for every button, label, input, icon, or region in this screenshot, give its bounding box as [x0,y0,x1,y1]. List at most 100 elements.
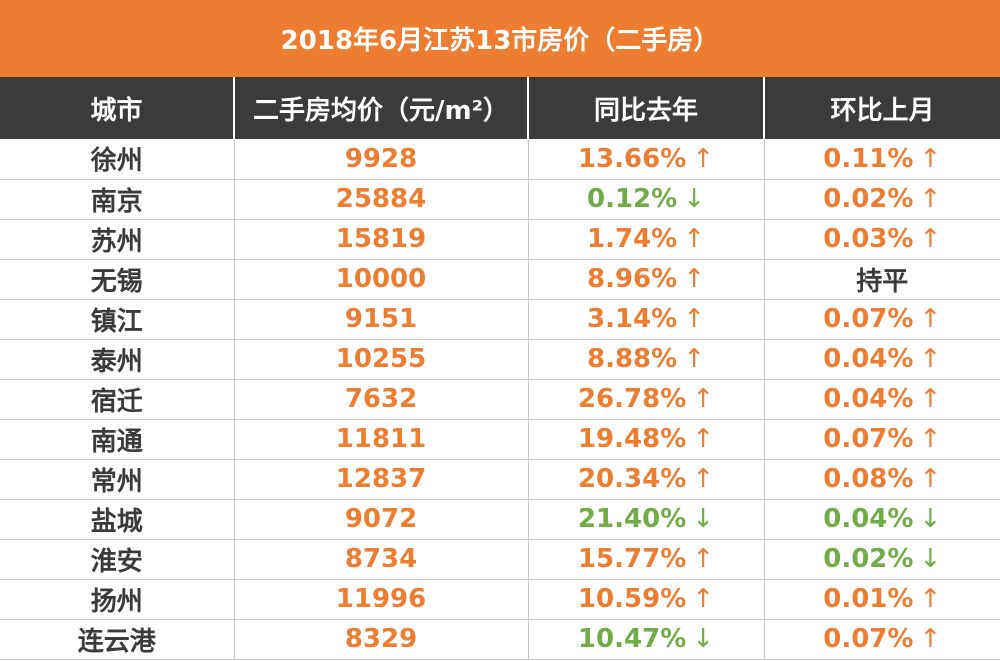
mom-cell: 0.04% ↑ [763,378,1000,420]
mom-cell: 0.07% ↑ [763,618,1000,660]
arrow-up-icon: ↑ [692,143,715,174]
header-mom: 环比上月 [763,77,1000,139]
price-cell: 9928 [233,139,529,180]
city-cell: 南通 [0,418,235,460]
yoy-cell-value: 0.12% [587,184,678,214]
price-cell: 12837 [233,458,529,500]
header-row: 城市 二手房均价（元/m²） 同比去年 环比上月 [0,77,1000,139]
table-row: 宿迁 7632 26.78% ↑ 0.04% ↑ [0,378,1000,420]
price-cell: 10255 [233,338,529,380]
arrow-up-icon: ↑ [919,384,942,414]
mom-cell: 0.03% ↑ [763,218,1000,260]
city-cell: 无锡 [0,258,235,300]
header-yoy: 同比去年 [527,77,764,139]
mom-cell: 0.04% ↑ [763,338,1000,380]
mom-cell-value: 0.07% [823,424,914,454]
arrow-up-icon: ↑ [919,304,942,334]
mom-cell-value: 持平 [856,266,909,297]
arrow-up-icon: ↑ [919,424,942,454]
price-cell: 10000 [233,258,529,300]
header-city: 城市 [0,77,234,139]
arrow-up-icon: ↑ [683,264,705,294]
arrow-down-icon: ↓ [919,504,942,534]
price-cell: 8329 [233,618,529,660]
mom-cell-value: 0.02% [823,544,914,574]
table-title: 2018年6月江苏13市房价（二手房） [0,0,1000,77]
mom-cell-value: 0.08% [823,464,914,494]
header-price: 二手房均价（元/m²） [233,77,528,139]
arrow-up-icon: ↑ [919,624,942,654]
mom-cell-value: 0.04% [823,504,914,534]
arrow-up-icon: ↑ [692,424,715,454]
mom-cell: 0.07% ↑ [763,418,1000,460]
mom-cell-value: 0.07% [823,624,914,654]
mom-cell: 0.08% ↑ [763,458,1000,500]
price-cell: 9151 [233,298,529,340]
yoy-cell-value: 10.59% [577,584,687,614]
arrow-up-icon: ↑ [683,224,705,254]
mom-cell: 0.02% ↑ [763,178,1000,220]
price-cell: 9072 [233,498,529,540]
yoy-cell-value: 19.48% [577,424,687,454]
mom-cell-value: 0.04% [823,344,914,374]
table-row: 常州 12837 20.34% ↑ 0.08% ↑ [0,458,1000,500]
price-cell: 11996 [233,578,529,620]
table-row: 扬州 11996 10.59% ↑ 0.01% ↑ [0,578,1000,620]
arrow-up-icon: ↑ [919,143,942,174]
arrow-down-icon: ↓ [683,184,705,214]
arrow-up-icon: ↑ [692,384,715,414]
mom-cell-value: 0.01% [823,584,914,614]
city-cell: 镇江 [0,298,235,340]
mom-cell: 0.11% ↑ [763,139,1000,180]
yoy-cell: 8.96% ↑ [527,258,765,300]
city-cell: 淮安 [0,538,235,580]
yoy-cell-value: 8.96% [587,264,678,294]
mom-cell: 0.04% ↓ [763,498,1000,540]
arrow-up-icon: ↑ [683,304,705,334]
table-row: 南通 11811 19.48% ↑ 0.07% ↑ [0,418,1000,460]
mom-cell-value: 0.11% [823,143,914,174]
yoy-cell: 8.88% ↑ [527,338,765,380]
table-row: 徐州 9928 13.66% ↑ 0.11% ↑ [0,139,1000,180]
arrow-up-icon: ↑ [692,464,715,494]
city-cell: 南京 [0,178,235,220]
price-cell: 25884 [233,178,529,220]
arrow-up-icon: ↑ [919,464,942,494]
mom-cell: 0.01% ↑ [763,578,1000,620]
mom-cell-value: 0.02% [823,184,914,214]
arrow-up-icon: ↑ [692,544,715,574]
table-body: 徐州 9928 13.66% ↑ 0.11% ↑ 南京 25884 0.12% ↓ 0.02% ↑ 苏州… [0,139,1000,660]
city-cell: 常州 [0,458,235,500]
city-cell: 徐州 [0,139,235,180]
yoy-cell-value: 20.34% [577,464,687,494]
price-cell: 7632 [233,378,529,420]
city-cell: 连云港 [0,618,235,660]
yoy-cell-value: 21.40% [577,504,687,534]
yoy-cell: 20.34% ↑ [527,458,765,500]
city-cell: 盐城 [0,498,235,540]
arrow-up-icon: ↑ [692,584,715,614]
yoy-cell: 21.40% ↓ [527,498,765,540]
yoy-cell: 26.78% ↑ [527,378,765,420]
yoy-cell-value: 26.78% [577,384,687,414]
mom-cell: 持平 [763,258,1000,300]
table-header: 城市 二手房均价（元/m²） 同比去年 环比上月 [0,77,1000,139]
city-cell: 扬州 [0,578,235,620]
price-cell: 8734 [233,538,529,580]
yoy-cell: 10.47% ↓ [527,618,765,660]
table-row: 淮安 8734 15.77% ↑ 0.02% ↓ [0,538,1000,580]
price-cell: 15819 [233,218,529,260]
city-cell: 苏州 [0,218,235,260]
table-row: 连云港 8329 10.47% ↓ 0.07% ↑ [0,618,1000,660]
table-row: 盐城 9072 21.40% ↓ 0.04% ↓ [0,498,1000,540]
yoy-cell-value: 13.66% [577,143,687,174]
arrow-down-icon: ↓ [919,544,942,574]
table-row: 南京 25884 0.12% ↓ 0.02% ↑ [0,178,1000,220]
yoy-cell: 1.74% ↑ [527,218,765,260]
yoy-cell: 3.14% ↑ [527,298,765,340]
yoy-cell: 0.12% ↓ [527,178,765,220]
arrow-up-icon: ↑ [683,344,705,374]
yoy-cell-value: 1.74% [587,224,678,254]
mom-cell-value: 0.04% [823,384,914,414]
arrow-up-icon: ↑ [919,584,942,614]
